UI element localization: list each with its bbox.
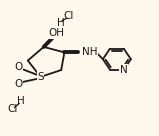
Text: OH: OH	[48, 28, 64, 38]
Text: NH: NH	[82, 47, 97, 57]
Text: S: S	[37, 72, 44, 82]
Text: N: N	[120, 64, 128, 75]
Text: H: H	[17, 96, 24, 106]
Text: Cl: Cl	[7, 104, 18, 115]
Text: O: O	[14, 79, 22, 89]
Text: H: H	[57, 18, 65, 28]
Text: Cl: Cl	[63, 11, 74, 21]
Text: O: O	[14, 62, 22, 72]
